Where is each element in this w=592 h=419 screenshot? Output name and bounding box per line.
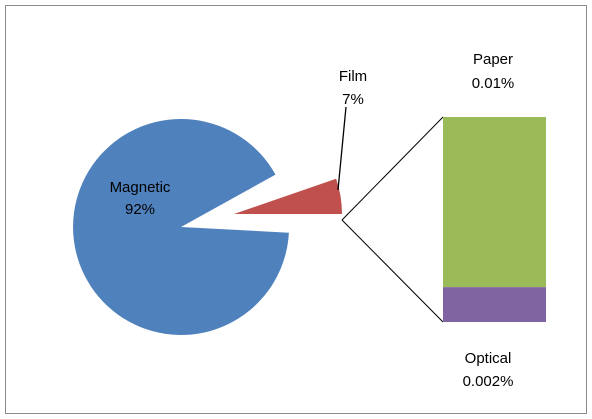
connector-line-top: [341, 116, 444, 221]
film-percent: 7%: [342, 91, 364, 108]
bar-segment-optical: [443, 287, 546, 322]
optical-label: Optical: [465, 350, 512, 367]
film-label: Film: [339, 68, 367, 85]
paper-label: Paper: [473, 51, 513, 68]
bar-segment-paper: [443, 117, 546, 288]
pie-slice-magnetic: [73, 118, 289, 335]
magnetic-percent: 92%: [125, 201, 155, 218]
connector-line-bottom: [341, 219, 444, 323]
magnetic-label: Magnetic: [110, 179, 171, 196]
pie-slice-film: [234, 178, 342, 214]
paper-percent: 0.01%: [472, 75, 515, 92]
optical-percent: 0.002%: [463, 373, 514, 390]
film-leader-line: [337, 106, 347, 191]
